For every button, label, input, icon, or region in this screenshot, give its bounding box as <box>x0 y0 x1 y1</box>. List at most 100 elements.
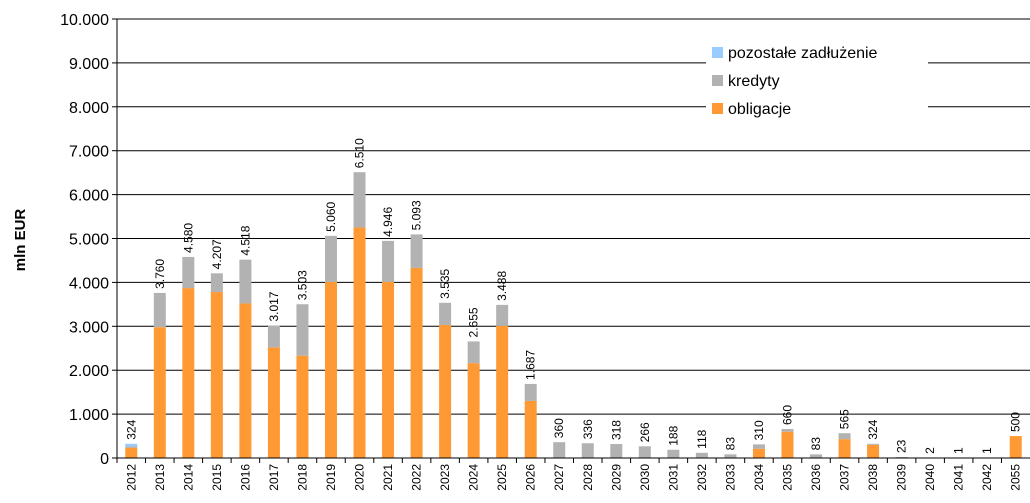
bar-segment <box>1009 436 1022 458</box>
legend: pozostałe zadłużenie kredyty obligacje <box>706 36 928 136</box>
bar-segment <box>610 444 623 458</box>
bar-segment <box>467 363 480 458</box>
y-tick-label: 10.000 <box>60 12 109 29</box>
x-tick-label: 2020 <box>353 464 367 491</box>
bar-segment <box>752 444 765 449</box>
bar-segment <box>439 324 452 458</box>
x-tick-label: 2016 <box>238 464 252 491</box>
legend-label: pozostałe zadłużenie <box>728 45 878 62</box>
x-tick-label: 2023 <box>438 464 452 491</box>
bar-segment <box>752 448 765 458</box>
y-tick-label: 4.000 <box>69 275 109 292</box>
x-tick-label: 2026 <box>524 464 538 491</box>
bar-segment <box>210 273 223 293</box>
x-axis-ticks: 2012 2013 2014 2015 2016 2017 2018 2019 2020 2021… <box>116 458 1023 491</box>
bar-segment <box>838 433 851 440</box>
data-label: 565 <box>838 409 852 429</box>
bar-segment <box>182 288 195 458</box>
bar-segment <box>296 304 309 356</box>
bar-segment <box>324 235 337 282</box>
bar-segment <box>838 439 851 458</box>
bar-segment <box>410 267 423 458</box>
y-tick-label: 1.000 <box>69 407 109 424</box>
bar-segment <box>524 383 537 401</box>
bar-segment <box>182 256 195 289</box>
data-label: 500 <box>1009 412 1023 432</box>
bar-segment <box>153 292 166 328</box>
y-axis-title: mln EUR <box>12 209 29 272</box>
data-label: 3.488 <box>495 271 509 301</box>
bar-segment <box>867 444 880 458</box>
bar-segment <box>125 446 138 448</box>
x-tick-label: 2017 <box>267 464 281 491</box>
bar-segment <box>496 325 509 458</box>
data-label: 324 <box>124 419 138 439</box>
data-label: 3.017 <box>267 291 281 321</box>
bar-segment <box>524 400 537 458</box>
data-label: 310 <box>752 420 766 440</box>
y-tick-label: 5.000 <box>69 232 109 249</box>
data-label: 360 <box>552 418 566 438</box>
data-label: 3.535 <box>438 268 452 298</box>
data-label: 3.760 <box>153 259 167 289</box>
data-label: 660 <box>780 405 794 425</box>
bar-segment <box>210 292 223 458</box>
legend-label: obligacje <box>728 101 791 118</box>
x-tick-label: 2038 <box>866 464 880 491</box>
data-label: 4.207 <box>210 239 224 269</box>
x-tick-label: 2042 <box>980 464 994 491</box>
data-label: 266 <box>638 422 652 442</box>
x-tick-label: 2034 <box>752 464 766 491</box>
bar-segment <box>267 325 280 348</box>
x-tick-label: 2025 <box>495 464 509 491</box>
legend-label: kredyty <box>728 73 780 90</box>
data-label: 4.518 <box>238 225 252 255</box>
x-tick-label: 2055 <box>1009 464 1023 491</box>
bar-segment <box>581 443 594 458</box>
bar-segment <box>382 240 395 282</box>
bar-segment <box>410 234 423 268</box>
x-tick-label: 2030 <box>638 464 652 491</box>
legend-swatch <box>712 103 723 114</box>
data-label: 5.060 <box>324 202 338 232</box>
data-label: 3.503 <box>295 270 309 300</box>
data-label: 4.946 <box>381 207 395 237</box>
x-tick-label: 2019 <box>324 464 338 491</box>
data-label: 1 <box>980 447 994 454</box>
x-tick-label: 2014 <box>181 464 195 491</box>
y-tick-label: 7.000 <box>69 144 109 161</box>
x-tick-label: 2018 <box>295 464 309 491</box>
bar-segment <box>867 443 880 445</box>
bar-segment <box>810 454 823 458</box>
data-label: 4.580 <box>181 223 195 253</box>
data-label: 83 <box>723 437 737 451</box>
bar-segment <box>353 172 366 228</box>
x-tick-label: 2022 <box>410 464 424 491</box>
legend-swatch <box>712 75 723 86</box>
x-tick-label: 2015 <box>210 464 224 491</box>
data-label: 5.093 <box>410 200 424 230</box>
legend-box <box>706 36 928 136</box>
data-label: 6.510 <box>353 138 367 168</box>
bar-segment <box>239 303 252 458</box>
x-tick-label: 2024 <box>467 464 481 491</box>
x-tick-label: 2039 <box>895 464 909 491</box>
bar-segment <box>153 327 166 458</box>
data-label: 324 <box>866 419 880 439</box>
bar-segment <box>467 341 480 364</box>
bar-segment <box>667 449 680 458</box>
bar-segment <box>895 456 908 458</box>
x-tick-label: 2031 <box>666 464 680 491</box>
bar-segment <box>324 281 337 458</box>
bar-segment <box>553 442 566 458</box>
data-label: 336 <box>581 419 595 439</box>
x-tick-label: 2033 <box>723 464 737 491</box>
bar-segment <box>638 446 651 458</box>
bar-segment <box>239 259 252 304</box>
x-tick-label: 2036 <box>809 464 823 491</box>
bar-segment <box>353 227 366 458</box>
data-labels: 324 3.760 4.580 4.207 4.518 3.017 3.503 5.060 6.… <box>124 138 1022 454</box>
bar-segment <box>267 347 280 458</box>
y-tick-label: 3.000 <box>69 319 109 336</box>
